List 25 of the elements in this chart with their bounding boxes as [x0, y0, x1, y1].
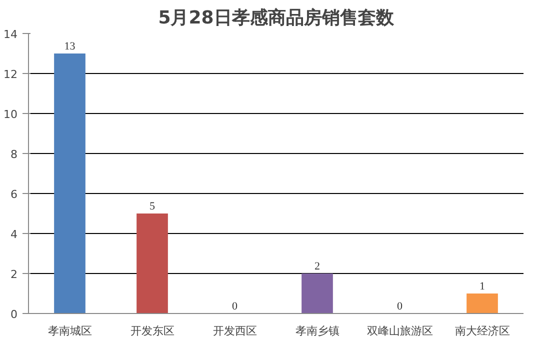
- bar: [54, 54, 86, 314]
- y-tick-label: 4: [10, 228, 18, 241]
- x-tick-label: 孝南城区: [48, 324, 92, 338]
- y-tick-label: 12: [4, 68, 18, 81]
- x-tick-label: 开发西区: [212, 324, 257, 338]
- data-label: 0: [232, 300, 238, 312]
- data-label: 5: [150, 200, 156, 212]
- y-tick-label: 8: [10, 148, 18, 161]
- x-tick-label: 南大经济区: [454, 324, 510, 338]
- chart-title: 5月28日孝感商品房销售套数: [158, 8, 395, 28]
- x-tick-label: 孝南乡镇: [295, 324, 340, 338]
- y-tick-label: 6: [10, 188, 18, 201]
- data-label: 0: [397, 300, 403, 312]
- bar: [136, 214, 168, 314]
- data-label: 1: [480, 280, 485, 292]
- bar: [466, 294, 498, 314]
- y-tick-label: 14: [4, 28, 18, 41]
- bar: [302, 274, 333, 314]
- x-tick-label: 开发东区: [130, 324, 174, 338]
- y-tick-label: 10: [4, 108, 18, 121]
- data-label: 2: [314, 260, 320, 272]
- y-tick-label: 2: [10, 268, 18, 281]
- x-tick-label: 双峰山旅游区: [366, 324, 433, 338]
- y-tick-label: 0: [10, 308, 18, 321]
- data-label: 13: [64, 40, 76, 52]
